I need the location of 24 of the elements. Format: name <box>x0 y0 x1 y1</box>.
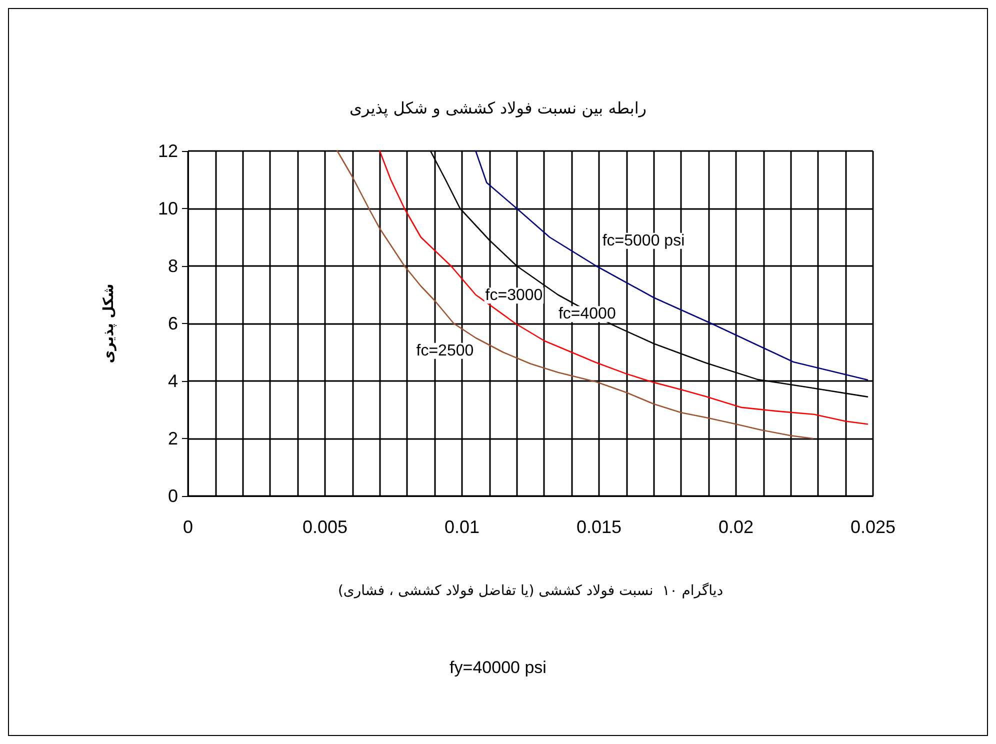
x-tick-label: 0 <box>182 517 194 537</box>
y-axis-title: شکل پذیری <box>101 284 117 364</box>
series-label: fc=5000 psi <box>602 232 685 250</box>
line-series <box>475 150 868 380</box>
x-tick-label: 0.005 <box>302 517 348 537</box>
y-tick-label: 8 <box>168 256 178 276</box>
x-axis-title: دیاگرام ۱۰ نسبت فولاد کششی (یا تفاضل فولاد کششی ، فشاری) <box>338 582 724 599</box>
y-tick-label: 0 <box>168 486 178 506</box>
series-label: fc=4000 <box>558 306 616 323</box>
line-series <box>336 150 814 440</box>
text: fy=40000 psi <box>450 658 546 677</box>
y-tick-label: 12 <box>158 141 178 161</box>
x-tick-label: 0.015 <box>576 517 622 537</box>
y-tick-label: 2 <box>168 428 178 448</box>
y-tick-label: 6 <box>168 314 178 334</box>
x-tick-label: 0.01 <box>444 517 480 537</box>
series-label: fc=2500 <box>416 342 474 360</box>
x-tick-label: 0.025 <box>850 517 896 537</box>
y-tick-label: 10 <box>158 198 178 218</box>
chart-title: رابطه بین نسبت فولاد کششی و شکل پذیری <box>349 98 647 118</box>
y-tick-label: 4 <box>168 371 178 391</box>
series-label: fc=3000 <box>485 287 543 304</box>
line-series <box>379 150 868 425</box>
x-tick-label: 0.02 <box>718 517 754 537</box>
